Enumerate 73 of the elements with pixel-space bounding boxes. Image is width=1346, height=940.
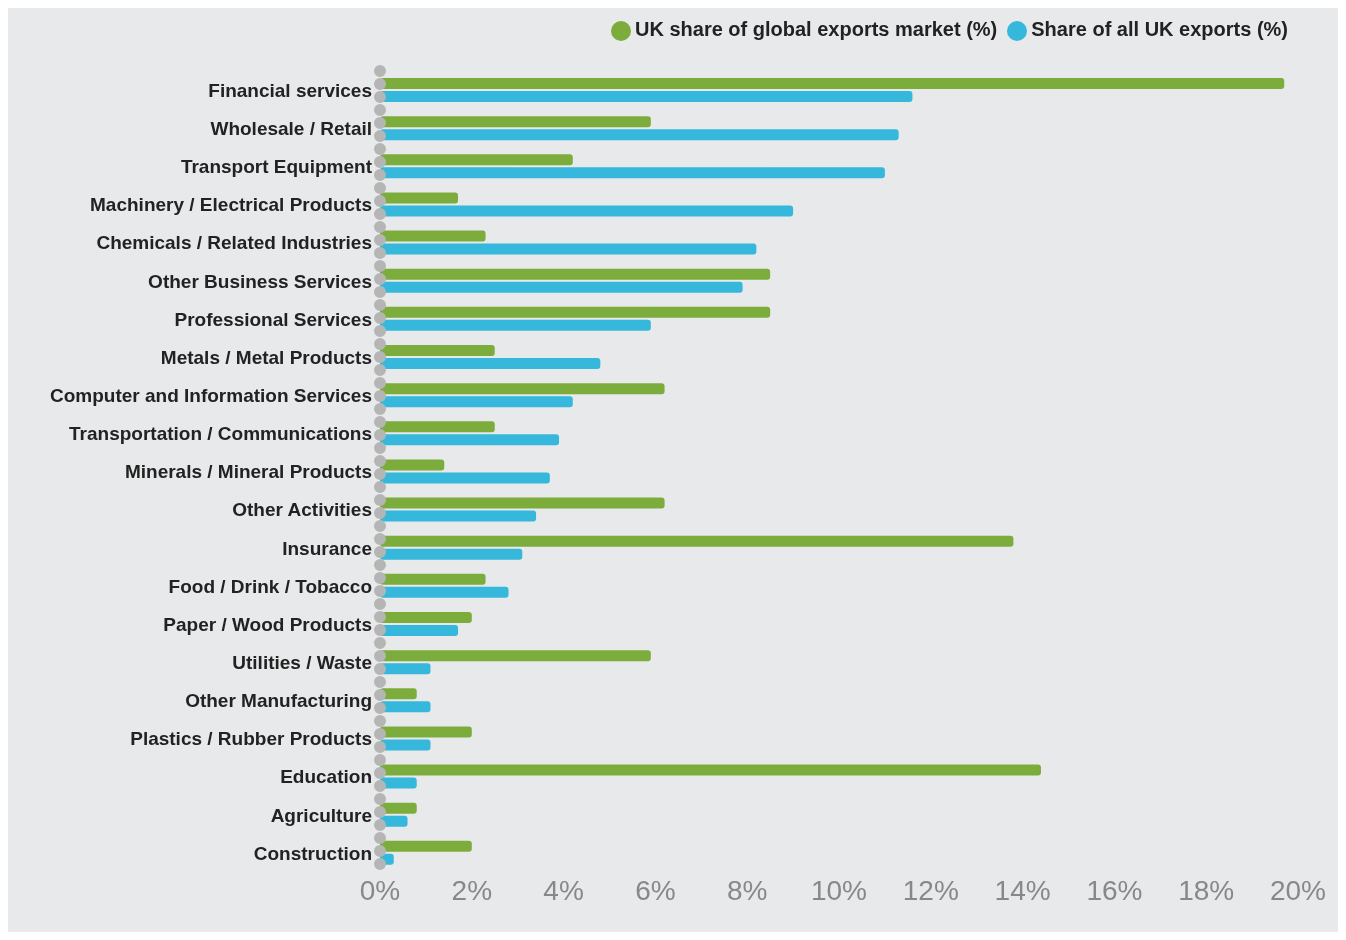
bar [380,472,550,484]
x-tick-label: 2% [451,874,493,906]
y-tick-label: Agriculture [270,804,372,826]
y-tick-label: Other Manufacturing [185,690,372,712]
y-tick-label: Insurance [282,537,372,559]
bar [380,764,1041,776]
bar [380,459,445,471]
x-tick-label: 20% [1269,874,1327,906]
bar [380,548,523,560]
bar [380,612,472,623]
y-tick-label: Other Business Services [148,270,372,292]
y-tick-label: Financial services [208,79,372,101]
bar [380,78,1285,89]
x-tick-label: 14% [994,874,1051,906]
bar [380,116,651,128]
bar [380,802,417,814]
bar [380,91,913,102]
y-tick-label: Education [280,766,372,788]
y-tick-label: Food / Drink / Tobacco [168,575,372,597]
bar [380,726,472,738]
bar [380,167,885,179]
y-tick-label: Machinery / Electrical Products [90,194,372,216]
bar [380,243,757,255]
legend-label: Share of all UK exports (%) [1031,18,1288,40]
y-tick-label: Chemicals / Related Industries [96,232,372,254]
y-tick-label: Computer and Information Services [49,384,372,406]
legend-label: UK share of global exports market (%) [634,18,998,40]
x-tick-label: 12% [902,874,959,906]
y-tick-label: Transportation / Communications [69,423,372,445]
bar [380,497,665,509]
y-tick-label: Minerals / Mineral Products [124,461,372,483]
y-tick-label: Utilities / Waste [232,651,372,673]
bar [380,510,537,522]
bar [380,573,486,585]
bar [380,230,486,242]
bar [380,205,794,217]
bar [380,535,1014,547]
bar [380,586,509,598]
bar [380,396,573,408]
bar [380,840,472,852]
x-tick-label: 4% [543,874,584,906]
bar [380,345,495,356]
y-tick-label: Metals / Metal Products [160,346,372,368]
bar [380,663,431,675]
bar [380,154,573,166]
y-tick-label: Transport Equipment [180,156,373,178]
bar [380,358,601,369]
bar [380,739,431,751]
bar [380,777,417,789]
bar [380,434,560,446]
x-tick-label: 0% [359,874,401,906]
y-tick-label: Paper / Wood Products [163,613,372,635]
x-tick-label: 16% [1086,874,1143,906]
bar [380,383,665,395]
bar [380,421,495,433]
bar [380,319,651,331]
bar [380,281,743,293]
x-tick-label: 6% [635,874,676,906]
y-tick-label: Professional Services [174,308,372,330]
x-tick-label: 18% [1178,874,1235,906]
x-tick-label: 8% [726,874,768,906]
bar [380,701,431,713]
y-tick-label: Plastics / Rubber Products [130,728,372,750]
bar [380,192,459,204]
y-tick-label: Wholesale / Retail [210,117,372,139]
x-tick-label: 10% [810,874,868,906]
bar [380,306,771,318]
bar [380,268,771,280]
bar [380,129,899,141]
bar [380,625,459,636]
bar [380,650,651,662]
y-tick-label: Other Activities [232,499,372,521]
y-tick-label: Construction [253,842,372,864]
